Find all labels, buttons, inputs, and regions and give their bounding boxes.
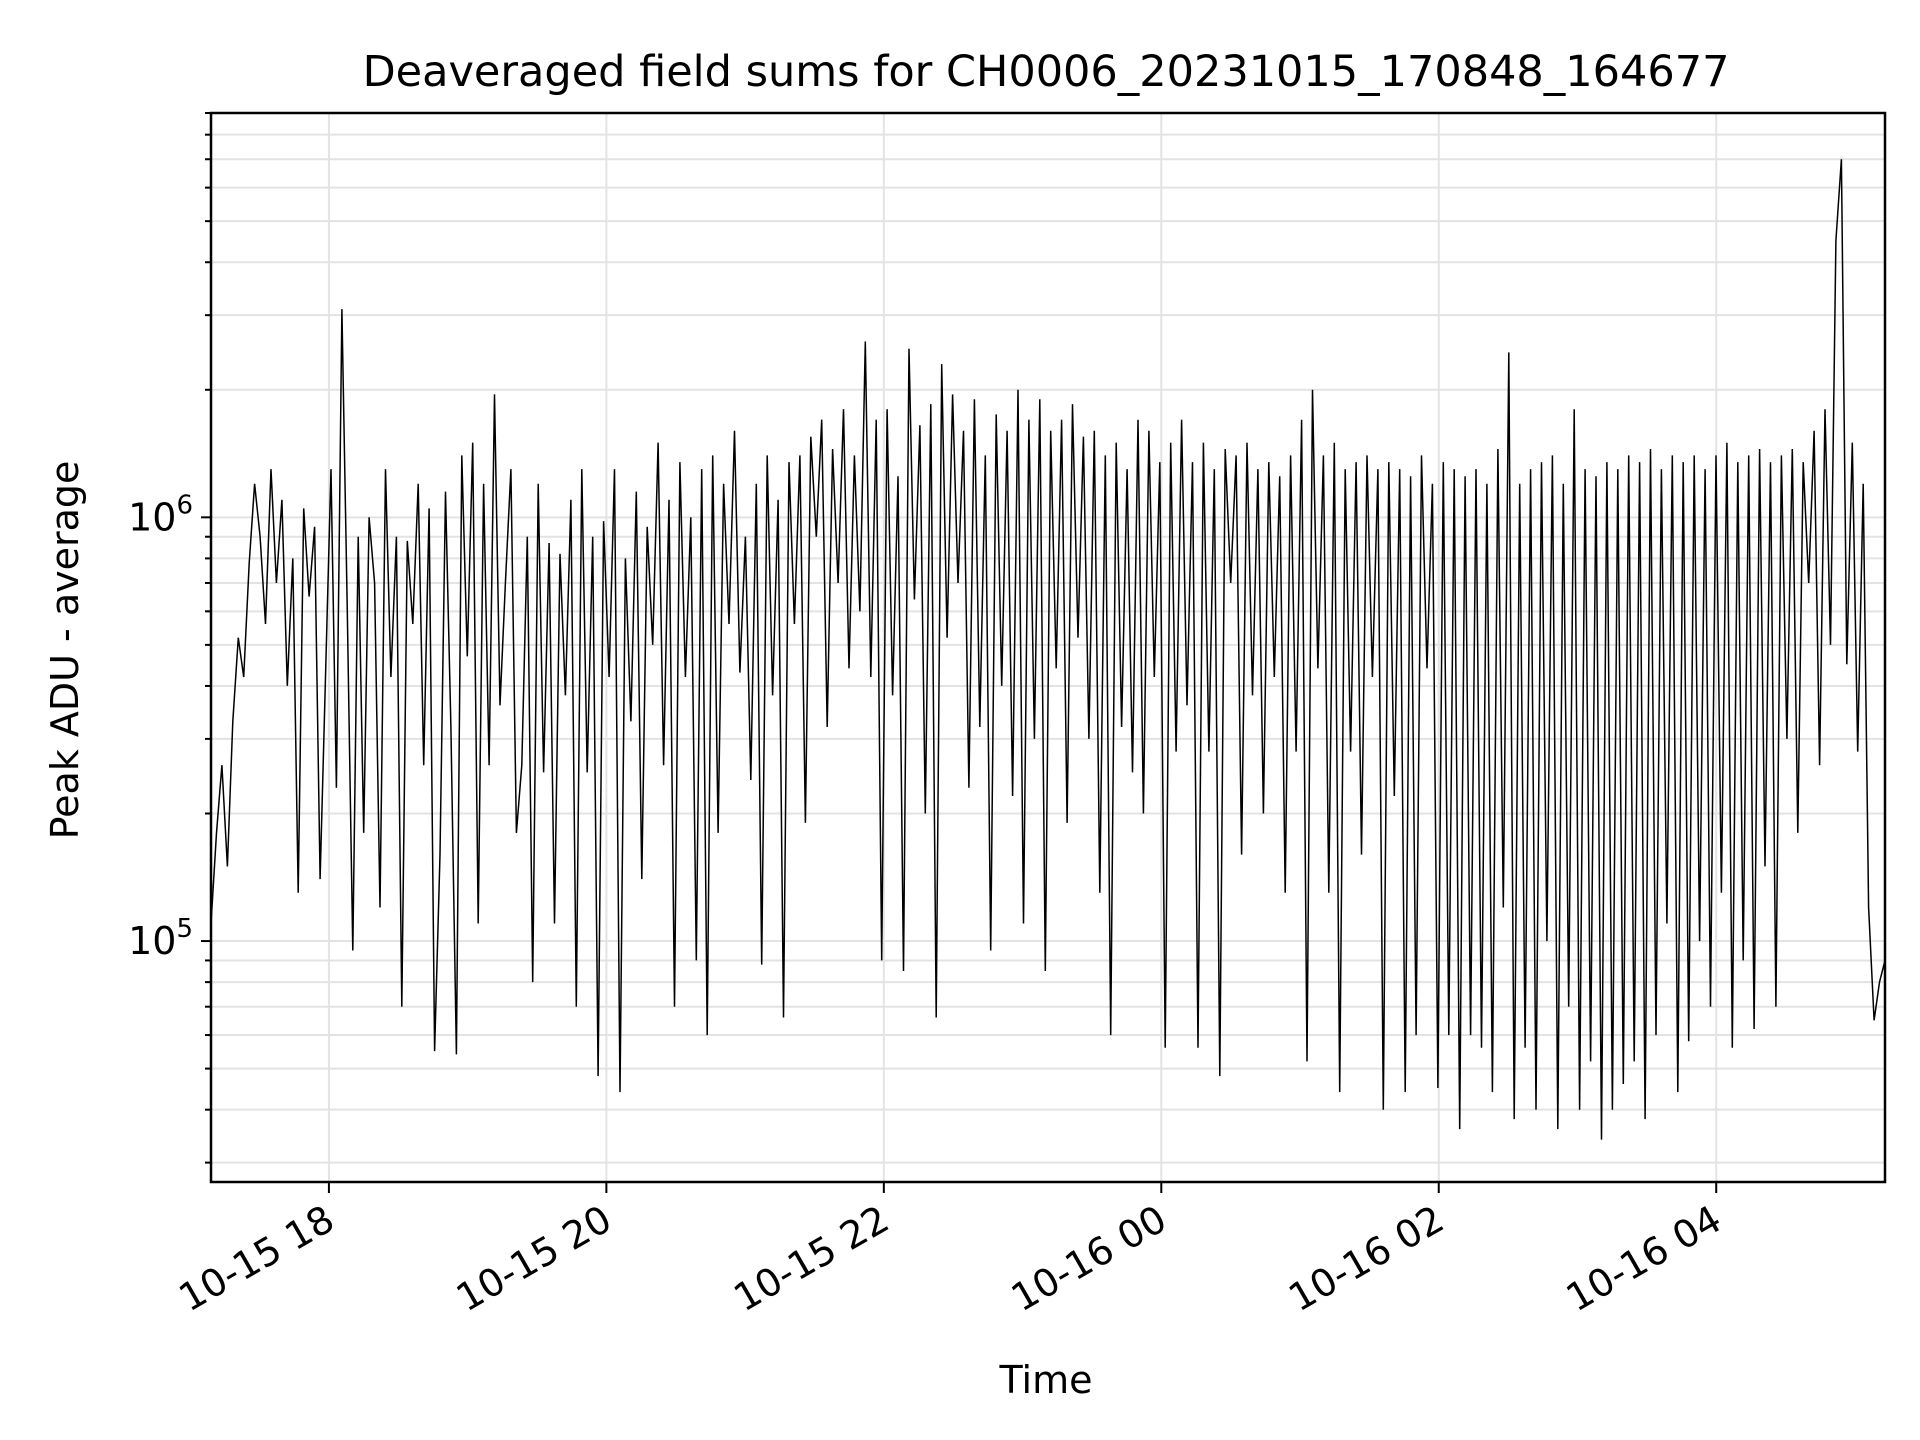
series-line [210, 159, 1886, 1140]
y-tick-base: 10 [128, 919, 176, 963]
plot-frame [209, 111, 1887, 1184]
y-tick-exponent: 5 [176, 914, 193, 944]
y-tick-label: 106 [128, 490, 193, 539]
y-tick-exponent: 6 [176, 490, 193, 520]
chart-title: Deaveraged field sums for CH0006_2023101… [363, 47, 1730, 97]
y-axis-label: Peak ADU - average [43, 461, 87, 840]
y-tick-label: 105 [128, 914, 193, 963]
y-tick-base: 10 [128, 495, 176, 539]
x-axis-label: Time [999, 1358, 1093, 1402]
series [210, 159, 1886, 1140]
